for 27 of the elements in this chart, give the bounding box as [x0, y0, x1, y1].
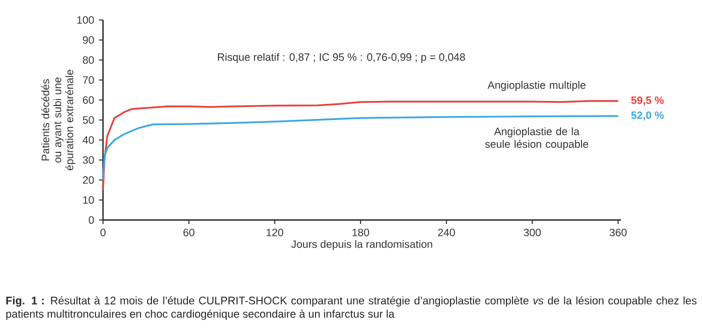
- x-tick-label: 120: [266, 228, 284, 236]
- data-label: 59,5 %: [631, 96, 664, 106]
- y-tick-label: 40: [82, 136, 94, 144]
- series-label: Angioplastie multiple: [488, 81, 586, 91]
- x-axis-title: Jours depuis la randomisation: [291, 240, 432, 250]
- x-tick-label: 300: [524, 228, 541, 236]
- x-tick-label: 360: [610, 228, 627, 236]
- x-tick-label: 240: [438, 228, 455, 236]
- x-tick-label: 180: [352, 228, 370, 236]
- y-tick-label: 30: [82, 156, 94, 164]
- line-series: [102, 115, 620, 181]
- text: Fig. 1 : Résultat à 12 mois de l’étude CULPRIT-SHOCK comparant une stratégie d’angioplastie complète vs de la lésion coupable chez les patients multitronculaires en choc cardiogénique secondaire à un infarctus sur la: [6, 296, 697, 320]
- y-tick-label: 0: [88, 216, 94, 224]
- data-label: 52,0 %: [631, 111, 664, 121]
- series-label: Angioplastie de la seule lésion coupable: [485, 127, 588, 150]
- y-tick-label: 60: [82, 96, 94, 104]
- y-axis-title: Patients décédés ou ayant subi une épuration extrarénale: [41, 70, 76, 170]
- x-tick-label: 0: [100, 228, 106, 236]
- x-tick-label: 60: [183, 228, 194, 236]
- y-tick-label: 70: [82, 76, 94, 84]
- y-tick-label: 90: [82, 36, 94, 44]
- annotation: Risque relatif : 0,87 ; IC 95 % : 0,76-0,99 ; p = 0,048: [218, 53, 465, 63]
- y-tick-label: 20: [82, 176, 94, 184]
- y-tick-label: 50: [82, 116, 94, 124]
- y-tick-label: 80: [82, 56, 94, 64]
- y-tick-label: 100: [77, 16, 94, 24]
- y-tick-label: 10: [83, 196, 94, 204]
